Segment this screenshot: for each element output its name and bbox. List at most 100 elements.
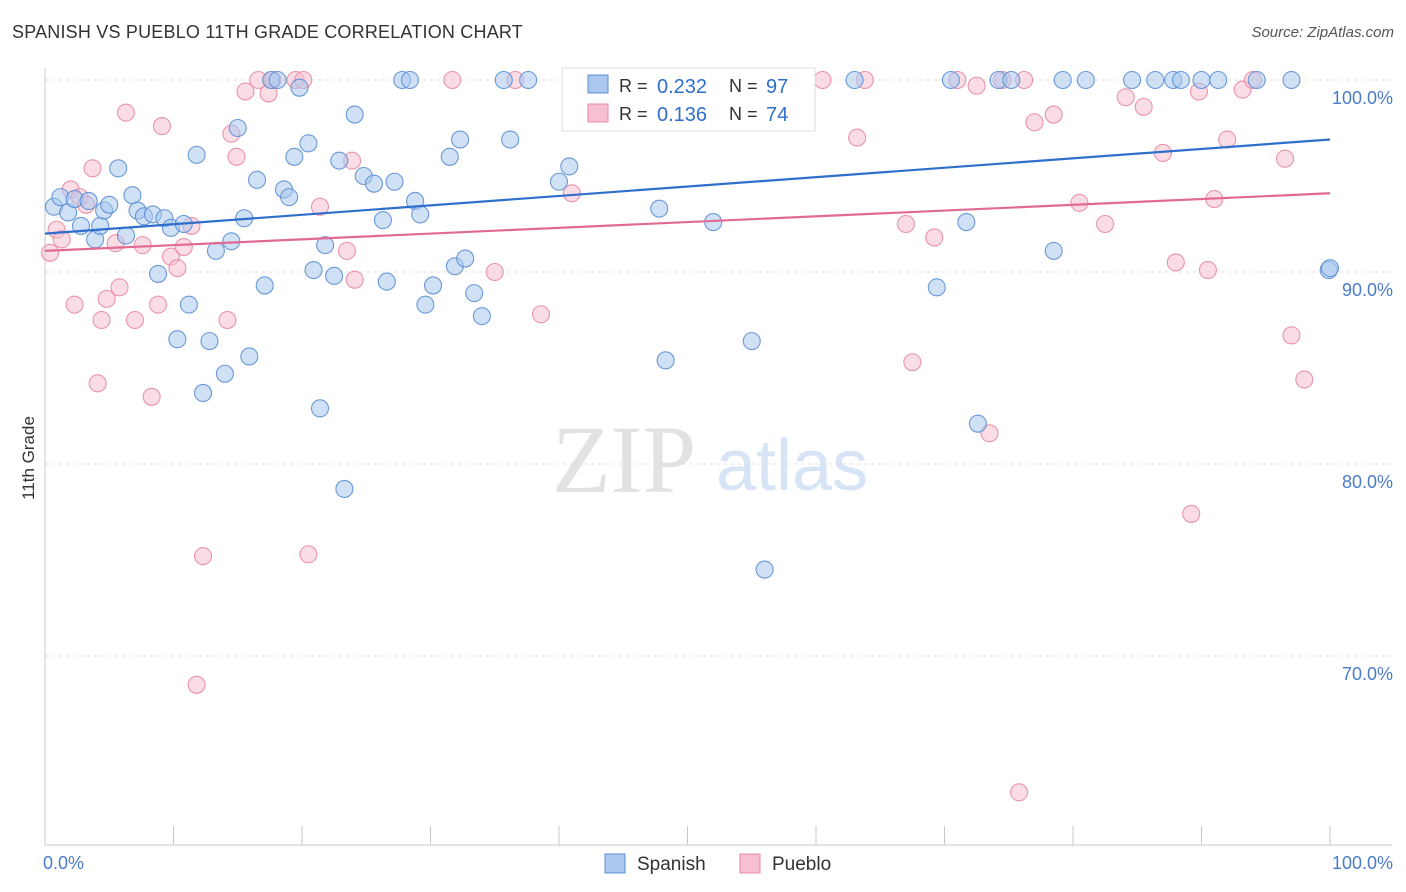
spanish-point-75 [742,332,761,351]
bottom-legend-label-spanish: Spanish [637,854,706,875]
spanish-point-88 [1146,70,1165,90]
pueblo-point-0 [41,243,60,262]
spanish-point-22 [187,145,206,164]
y-axis-label: 11th Grade [19,416,38,500]
spanish-point-46 [345,105,364,124]
pueblo-point-62 [1116,88,1135,107]
pueblo-point-23 [187,675,206,694]
pueblo-point-59 [1044,105,1063,124]
spanish-point-90 [1171,70,1190,90]
pueblo-point-58 [1025,113,1044,132]
legend-n-value-pueblo: 74 [766,104,788,126]
pueblo-point-16 [142,387,161,406]
pueblo-point-60 [1070,193,1089,212]
bottom-legend-swatch-spanish [604,853,626,874]
pueblo-point-68 [1198,261,1217,280]
pueblo-point-51 [925,228,944,247]
spanish-point-87 [1123,70,1142,90]
spanish-point-67 [549,172,569,191]
spanish-point-65 [501,130,520,149]
spanish-point-78 [927,278,946,297]
gridlines [45,79,1392,657]
spanish-point-41 [310,399,330,418]
spanish-point-96 [1320,259,1340,278]
spanish-point-36 [280,188,299,207]
legend-r-label-pueblo: R = [619,104,648,124]
pueblo-point-65 [1166,253,1185,272]
spanish-point-49 [373,211,393,230]
spanish-point-32 [255,276,274,295]
pueblo-point-34 [299,545,318,564]
spanish-point-48 [364,174,384,193]
x-tick-label-min: 0.0% [43,853,84,873]
pueblo-point-73 [1275,149,1295,168]
pueblo-point-12 [110,278,129,297]
pueblo-point-42 [531,305,551,324]
spanish-point-57 [424,276,443,295]
pueblo-point-40 [485,262,504,282]
spanish-point-9 [100,195,119,214]
pueblo-point-35 [310,197,330,216]
spanish-point-58 [440,147,459,166]
spanish-point-80 [957,213,976,232]
spanish-point-40 [304,261,323,280]
pueblo-point-39 [443,70,462,90]
pueblo-point-2 [52,230,71,249]
axes [44,68,1392,846]
spanish-point-26 [215,364,234,383]
pueblo-point-28 [236,82,255,101]
pueblo-point-7 [83,159,102,178]
spanish-point-45 [335,479,354,499]
spanish-point-25 [206,241,225,260]
watermark-atlas: atlas [716,426,868,506]
spanish-point-86 [1076,70,1095,90]
y-tick-label-1: 90.0% [1342,280,1393,300]
spanish-point-42 [316,236,335,255]
bottom-legend: Spanish Pueblo [604,853,831,875]
pueblo-point-21 [174,237,193,257]
spanish-point-10 [109,159,128,178]
spanish-point-81 [968,414,987,433]
spanish-point-68 [560,157,579,176]
pueblo-point-70 [1218,130,1237,149]
spanish-point-34 [268,70,287,90]
pueblo-point-13 [116,103,136,122]
pueblo-point-63 [1134,97,1153,116]
spanish-point-37 [285,147,304,166]
legend-n-value-spanish: 97 [766,76,788,98]
spanish-point-5 [79,191,98,211]
pueblo-point-54 [980,424,999,443]
pueblo-point-18 [152,117,171,136]
spanish-point-16 [149,264,168,283]
spanish-point-39 [299,134,318,153]
chart-title: SPANISH VS PUEBLO 11TH GRADE CORRELATION… [12,22,523,42]
spanish-point-85 [1053,70,1072,90]
legend-r-value-spanish: 0.232 [657,76,707,98]
spanish-point-61 [456,249,475,268]
spanish-point-60 [451,130,470,149]
spanish-point-72 [650,199,669,218]
watermark-zip: ZIP [552,406,696,513]
pueblo-point-36 [337,241,357,260]
pueblo-point-17 [149,295,168,314]
spanish-point-28 [228,118,247,138]
pueblo-point-74 [1282,326,1301,345]
legend-swatch-spanish [587,74,609,94]
spanish-point-66 [519,70,538,90]
pueblo-point-49 [896,214,916,234]
y-tick-label-3: 70.0% [1342,664,1393,684]
spanish-point-21 [179,295,198,314]
spanish-point-30 [240,347,259,366]
spanish-point-31 [247,170,267,189]
spanish-point-23 [194,383,213,403]
spanish-point-63 [472,307,491,326]
legend-n-label-spanish: N = [729,76,758,96]
spanish-points [44,70,1340,579]
spanish-point-55 [411,205,430,224]
pueblo-point-47 [848,128,867,147]
legend-r-value-pueblo: 0.136 [657,104,707,126]
pueblo-point-56 [1009,783,1029,802]
pueblo-point-53 [967,76,986,95]
pueblo-point-27 [227,147,246,166]
spanish-point-50 [377,272,396,291]
